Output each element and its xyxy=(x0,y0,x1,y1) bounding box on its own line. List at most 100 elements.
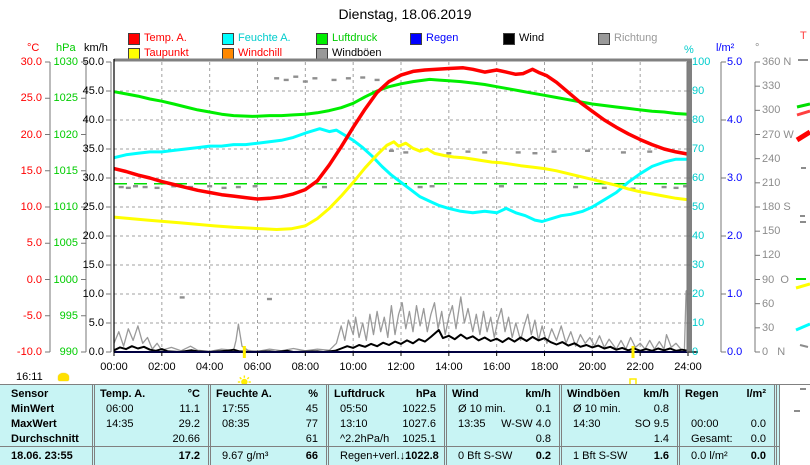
cell xyxy=(452,432,458,446)
series-windb-en xyxy=(113,288,689,353)
wind-direction-mark xyxy=(661,185,667,189)
cell: 1022.8 xyxy=(405,450,439,462)
column-separator xyxy=(559,385,562,465)
next-panel-fragment xyxy=(795,282,810,290)
pressure-swatch-icon xyxy=(316,33,328,45)
cell: Regen+verl.↓ xyxy=(340,450,406,462)
row-label: 18.06. 23:55 xyxy=(11,450,73,462)
daylight-duration: 16:11 xyxy=(16,371,69,383)
col-unit: hPa xyxy=(415,388,436,400)
wind-direction-mark xyxy=(551,150,557,153)
wind-direction-mark xyxy=(601,186,607,190)
wind-direction-mark xyxy=(302,80,308,83)
column-separator xyxy=(677,385,680,465)
wind-direction-mark xyxy=(293,75,299,78)
cell: 61 xyxy=(305,433,318,445)
cell: 06:00 xyxy=(106,403,134,415)
cell: 1.6 xyxy=(653,450,669,462)
plot-right-border xyxy=(687,58,692,353)
wind-direction-mark xyxy=(683,185,689,188)
wind-direction-mark xyxy=(573,185,579,189)
series-luftdruck xyxy=(113,77,689,118)
row-separator xyxy=(0,446,779,447)
cell: 05:50 xyxy=(340,403,368,415)
wind-direction-mark xyxy=(207,185,213,188)
legend-label: Richtung xyxy=(614,32,658,44)
sun-icon xyxy=(58,373,69,381)
cell: 1.4 xyxy=(653,433,669,445)
humidity-swatch-icon xyxy=(222,33,234,45)
wind-direction-mark xyxy=(647,150,653,153)
wind-direction-mark xyxy=(374,78,380,82)
series-feuchte-a- xyxy=(113,127,688,223)
cell: Ø 10 min. xyxy=(458,403,506,415)
cell: 66 xyxy=(305,450,318,462)
cell: 1027.6 xyxy=(402,418,436,430)
col-unit: % xyxy=(308,388,318,400)
wind-direction-mark xyxy=(515,151,521,154)
cell: 0.0 xyxy=(750,418,766,430)
cell: Gesamt: xyxy=(691,433,733,445)
wind-direction-mark xyxy=(498,185,504,188)
cell xyxy=(100,432,106,446)
cell: 9.67 g/m³ xyxy=(222,450,269,462)
next-panel-fragment xyxy=(796,102,810,109)
legend-label: Luftdruck xyxy=(332,32,378,44)
wind-direction-mark xyxy=(252,185,258,188)
col-header: Feuchte A. xyxy=(216,388,272,400)
row-label: MaxWert xyxy=(11,418,57,430)
table-col-luftdruck: Luftdruck hPa 05:50 1022.5 13:10 1027.6 ^2.… xyxy=(329,385,441,465)
cell: 0.8 xyxy=(535,433,551,445)
cell: 14:35 xyxy=(106,418,134,430)
table-col-regen: Regen l/m² 00:00 0.0 Gesamt: 0.0 0.0 l/m² 0.… xyxy=(680,385,771,465)
wind-direction-mark xyxy=(403,151,409,154)
cell: 00:00 xyxy=(691,418,719,430)
cell: 0.0 l/m² xyxy=(691,450,728,462)
next-panel-fragment xyxy=(795,129,810,143)
col-unit: km/h xyxy=(525,388,551,400)
legend-label: Taupunkt xyxy=(144,47,189,59)
cell: 29.2 xyxy=(178,418,200,430)
column-separator xyxy=(774,385,777,465)
series-temp-a- xyxy=(113,66,689,201)
col-header: Regen xyxy=(685,388,719,400)
wind-direction-mark xyxy=(312,77,318,80)
cell: 17:55 xyxy=(222,403,250,415)
cell: Ø 10 min. xyxy=(573,403,621,415)
legend-label: Windböen xyxy=(332,47,382,59)
cell xyxy=(567,432,573,446)
cell: 20.66 xyxy=(172,433,200,445)
cell: 1022.5 xyxy=(402,403,436,415)
table-col-wind: Wind km/h Ø 10 min. 0.1 13:35 W-SW 4.0 0.8 … xyxy=(447,385,556,465)
wind-direction-mark xyxy=(154,186,160,190)
wind-direction-mark xyxy=(429,185,435,188)
wind-direction-mark xyxy=(417,185,423,189)
wind-direction-mark xyxy=(331,78,337,82)
cell: 08:35 xyxy=(222,418,250,430)
wind-direction-mark xyxy=(266,297,272,301)
table-col-feuchte: Feuchte A.% 17:55 45 08:35 77 61 9.67 g/m³… xyxy=(211,385,323,465)
cell: 0.8 xyxy=(653,403,669,415)
col-header: Windböen xyxy=(567,388,621,400)
legend-label: Wind xyxy=(519,32,545,44)
wind-direction-mark xyxy=(133,185,139,188)
cell xyxy=(216,432,222,446)
wind-direction-mark xyxy=(360,76,366,79)
wind-direction-mark xyxy=(482,151,488,154)
cell: 0.0 xyxy=(750,450,766,462)
wind-direction-mark xyxy=(235,185,241,189)
wind-direction-mark xyxy=(179,296,185,299)
wind-direction-mark xyxy=(673,186,679,190)
cell: 13:35 xyxy=(458,418,486,430)
wind-direction-mark xyxy=(532,152,538,155)
wind-swatch-icon xyxy=(503,33,515,45)
cell: 14:30 xyxy=(573,418,601,430)
column-separator xyxy=(444,385,447,465)
col-header: Luftdruck xyxy=(334,388,385,400)
wind-direction-mark xyxy=(118,185,124,189)
row-label: Sensor xyxy=(11,388,49,400)
stats-table: Sensor MinWert MaxWert Durchschnitt 18.0… xyxy=(0,384,810,465)
column-separator xyxy=(326,385,329,465)
weather-chart-plot xyxy=(45,58,810,389)
